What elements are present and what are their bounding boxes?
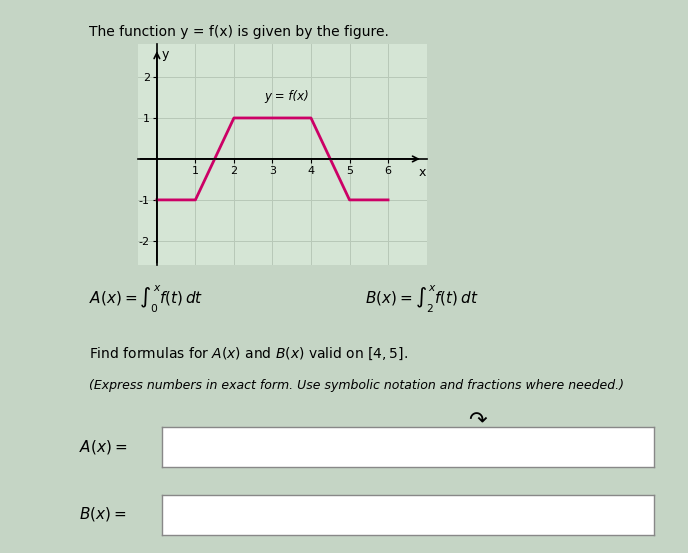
Text: $A(x) =$: $A(x) =$ xyxy=(79,438,127,456)
Text: (Express numbers in exact form. Use symbolic notation and fractions where needed: (Express numbers in exact form. Use symb… xyxy=(89,379,625,392)
Text: y: y xyxy=(162,48,169,60)
Text: Find formulas for $A(x)$ and $B(x)$ valid on $[4, 5]$.: Find formulas for $A(x)$ and $B(x)$ vali… xyxy=(89,346,409,362)
Text: y = f(x): y = f(x) xyxy=(265,90,310,102)
Text: The function y = f(x) is given by the figure.: The function y = f(x) is given by the fi… xyxy=(89,25,389,39)
Text: $B(x) = \int_2^{x} f(t)\, dt$: $B(x) = \int_2^{x} f(t)\, dt$ xyxy=(365,284,478,315)
Text: $A(x) = \int_0^{x} f(t)\, dt$: $A(x) = \int_0^{x} f(t)\, dt$ xyxy=(89,284,204,315)
Text: ↷: ↷ xyxy=(468,412,486,432)
Text: x: x xyxy=(419,166,427,179)
Text: $B(x) =$: $B(x) =$ xyxy=(79,505,127,523)
